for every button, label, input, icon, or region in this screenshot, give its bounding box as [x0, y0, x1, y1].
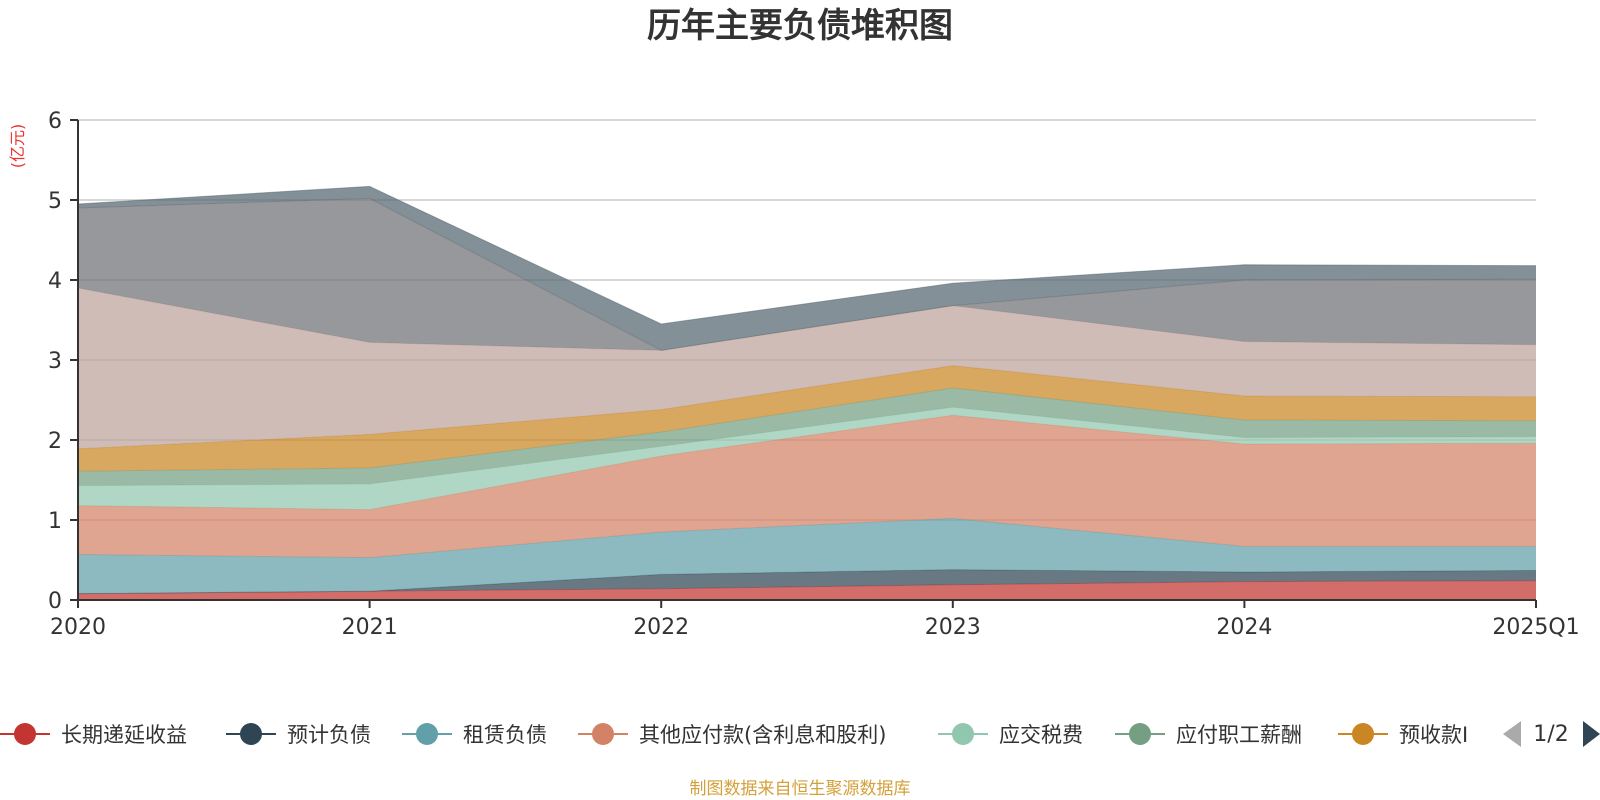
y-tick-label: 0 — [48, 589, 62, 614]
legend-marker-icon — [592, 723, 614, 745]
y-tick-label: 5 — [48, 189, 62, 214]
legend-label: 应交税费 — [999, 723, 1083, 747]
legend-marker-icon — [240, 723, 262, 745]
x-tick-label: 2021 — [342, 615, 398, 640]
area-series-预收款项[interactable] — [78, 365, 1536, 472]
legend-marker-icon — [1129, 723, 1151, 745]
x-tick-label: 2022 — [633, 615, 689, 640]
legend-item[interactable]: 租赁负债 — [402, 723, 547, 747]
chart-title: 历年主要负债堆积图 — [647, 6, 953, 46]
legend-marker-icon — [1352, 723, 1374, 745]
plot-area — [77, 185, 1537, 600]
legend-item[interactable]: 预计负债 — [226, 723, 371, 747]
legend-item[interactable]: 预收款I — [1338, 723, 1468, 747]
axes: 0 1 2 3 4 5 6 2020 2021 2022 2023 2024 2025Q1 — [48, 109, 1580, 640]
area-series-应交税费[interactable] — [78, 407, 1536, 510]
legend-item[interactable]: 应付职工薪酬 — [1115, 723, 1302, 747]
area-series-其他负债[interactable] — [78, 288, 1536, 449]
y-axis-unit: (亿元) — [8, 124, 27, 169]
legend-page-indicator: 1/2 — [1533, 722, 1568, 747]
legend-marker-icon — [952, 723, 974, 745]
legend-label: 预收款I — [1399, 723, 1468, 747]
y-tick-label: 3 — [48, 349, 62, 374]
y-tick-label: 6 — [48, 109, 62, 134]
legend-prev-page-icon[interactable] — [1503, 721, 1521, 747]
x-tick-label: 2024 — [1216, 615, 1272, 640]
legend: 长期递延收益 预计负债 租赁负债 其他应付款(含利息和股利) 应交税费 应付职工薪酬 预收款… — [0, 723, 1468, 747]
legend-marker-icon — [14, 723, 36, 745]
legend-pager: 1/2 — [1503, 721, 1600, 747]
x-tick-label: 2020 — [50, 615, 106, 640]
legend-item[interactable]: 应交税费 — [938, 723, 1083, 747]
area-series-租赁负债[interactable] — [78, 518, 1536, 594]
x-tick-label: 2023 — [925, 615, 981, 640]
legend-label: 其他应付款(含利息和股利) — [639, 723, 886, 747]
x-tick-label: 2025Q1 — [1492, 615, 1579, 640]
y-tick-label: 2 — [48, 429, 62, 454]
area-series-预计负债[interactable] — [78, 569, 1536, 594]
area-series-其他应付款-含利息和股利-[interactable] — [78, 415, 1536, 558]
legend-label: 应付职工薪酬 — [1176, 723, 1302, 747]
legend-item[interactable]: 其他应付款(含利息和股利) — [578, 723, 886, 747]
area-series-长期递延收益[interactable] — [78, 580, 1536, 600]
legend-next-page-icon[interactable] — [1583, 721, 1600, 747]
data-source: 制图数据来自恒生聚源数据库 — [690, 779, 911, 799]
y-tick-label: 1 — [48, 509, 62, 534]
y-tick-label: 4 — [48, 269, 62, 294]
legend-label: 长期递延收益 — [61, 723, 187, 747]
legend-item[interactable]: 长期递延收益 — [0, 723, 187, 747]
legend-marker-icon — [416, 723, 438, 745]
area-edge-其他 — [77, 185, 1537, 325]
area-series-其他[interactable] — [78, 186, 1536, 351]
legend-label: 租赁负债 — [463, 723, 547, 747]
legend-label: 预计负债 — [287, 723, 371, 747]
